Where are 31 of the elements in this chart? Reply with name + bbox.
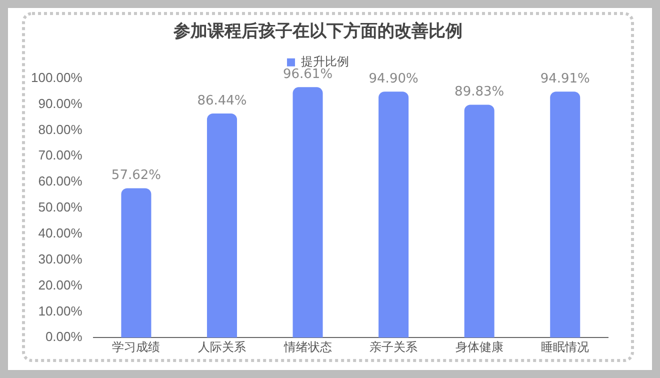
bar [121,188,152,338]
bar [550,92,580,338]
legend-label: 提升比例 [301,54,349,69]
bar [292,87,323,338]
data-label: 86.44% [197,93,247,108]
data-label: 96.61% [282,67,333,82]
y-tick-label: 0.00% [45,329,83,344]
x-tick-label: 睡眠情况 [541,340,590,354]
data-label: 94.91% [540,71,590,86]
y-tick-label: 10.00% [38,303,83,318]
data-label: 57.62% [111,168,161,184]
bar [378,92,409,338]
y-tick-label: 100.00% [30,70,83,85]
y-tick-label: 50.00% [38,200,83,215]
bar [206,114,237,338]
x-tick-label: 亲子关系 [370,340,418,354]
bar [464,104,494,338]
x-tick-label: 情绪状态 [282,340,332,354]
data-label: 89.83% [454,84,504,100]
x-tick-label: 学习成绩 [112,340,160,354]
y-tick-label: 70.00% [38,148,83,163]
y-tick-label: 90.00% [38,96,83,111]
data-label: 94.90% [368,71,418,86]
y-tick-label: 40.00% [38,226,83,240]
y-tick-label: 30.00% [38,251,83,266]
x-tick-label: 身体健康 [455,340,504,354]
y-tick-label: 80.00% [38,122,83,137]
y-tick-label: 60.00% [38,174,83,189]
y-tick-label: 20.00% [38,277,83,292]
x-tick-label: 人际关系 [198,340,246,354]
chart-title: 参加课程后孩子在以下方面的改善比例 [172,20,462,42]
